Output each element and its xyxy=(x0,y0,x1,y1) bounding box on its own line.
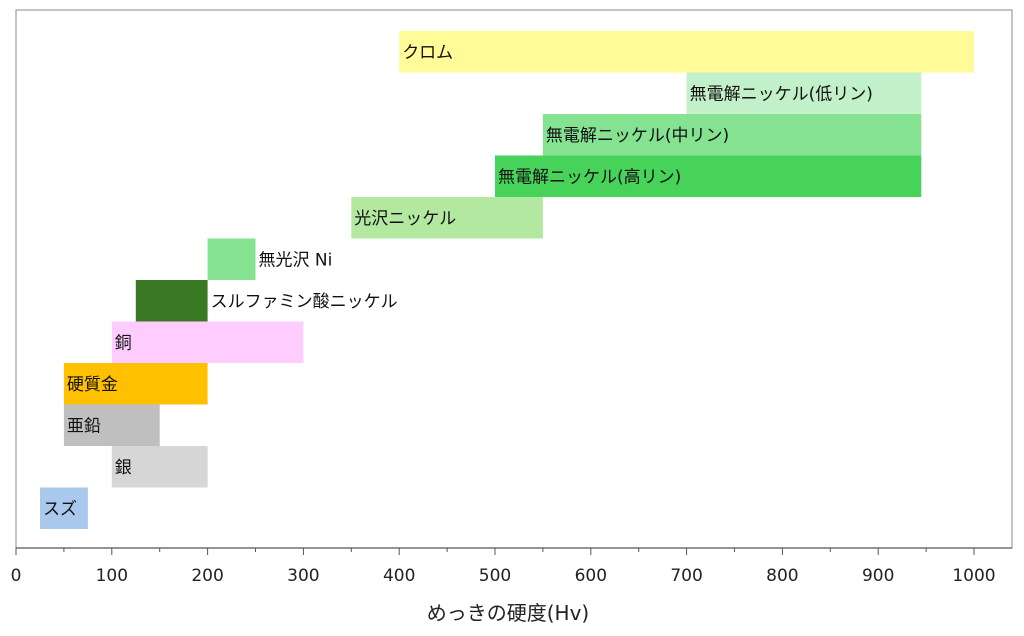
bar-label-6: スルファミン酸ニッケル xyxy=(211,292,398,312)
bar-label-9: 亜鉛 xyxy=(67,416,101,436)
bar-4 xyxy=(351,197,543,239)
x-tick-label-6: 600 xyxy=(575,566,607,586)
x-tick-label-7: 700 xyxy=(670,566,702,586)
bar-5 xyxy=(207,238,256,280)
bar-8 xyxy=(63,363,208,405)
bar-0 xyxy=(399,31,974,73)
bar-9 xyxy=(63,404,160,446)
x-tick-label-8: 800 xyxy=(766,566,798,586)
x-tick-label-5: 500 xyxy=(479,566,511,586)
x-tick-label-0: 0 xyxy=(11,566,22,586)
x-tick-label-10: 1000 xyxy=(952,566,995,586)
x-tick-label-4: 400 xyxy=(383,566,415,586)
x-tick-label-2: 200 xyxy=(191,566,223,586)
bar-label-10: 銀 xyxy=(115,458,132,478)
x-axis-ticks: 0 100 200 300 400 500 600 700 800 900 1000 xyxy=(11,548,996,586)
bar-7 xyxy=(111,321,304,363)
bar-10 xyxy=(111,446,208,488)
bar-label-5: 無光沢 Ni xyxy=(259,250,333,270)
bar-label-1: 無電解ニッケル(低リン) xyxy=(690,84,873,104)
bar-label-0: クロム xyxy=(402,43,453,63)
bar-label-3: 無電解ニッケル(高リン) xyxy=(498,167,681,187)
bar-11 xyxy=(40,487,88,529)
bar-1 xyxy=(686,72,922,114)
bar-label-4: 光沢ニッケル xyxy=(354,209,456,229)
x-tick-label-3: 300 xyxy=(287,566,319,586)
bar-label-7: 銅 xyxy=(115,333,132,353)
x-axis-title: めっきの硬度(Hv) xyxy=(427,601,589,625)
bar-label-11: スズ xyxy=(43,499,77,519)
x-tick-label-1: 100 xyxy=(96,566,128,586)
bar-label-8: 硬質金 xyxy=(67,375,118,395)
bar-3 xyxy=(495,155,922,197)
bar-label-2: 無電解ニッケル(中リン) xyxy=(546,126,729,146)
x-tick-label-9: 900 xyxy=(862,566,894,586)
bar-2 xyxy=(542,114,922,156)
bar-6 xyxy=(135,280,208,322)
